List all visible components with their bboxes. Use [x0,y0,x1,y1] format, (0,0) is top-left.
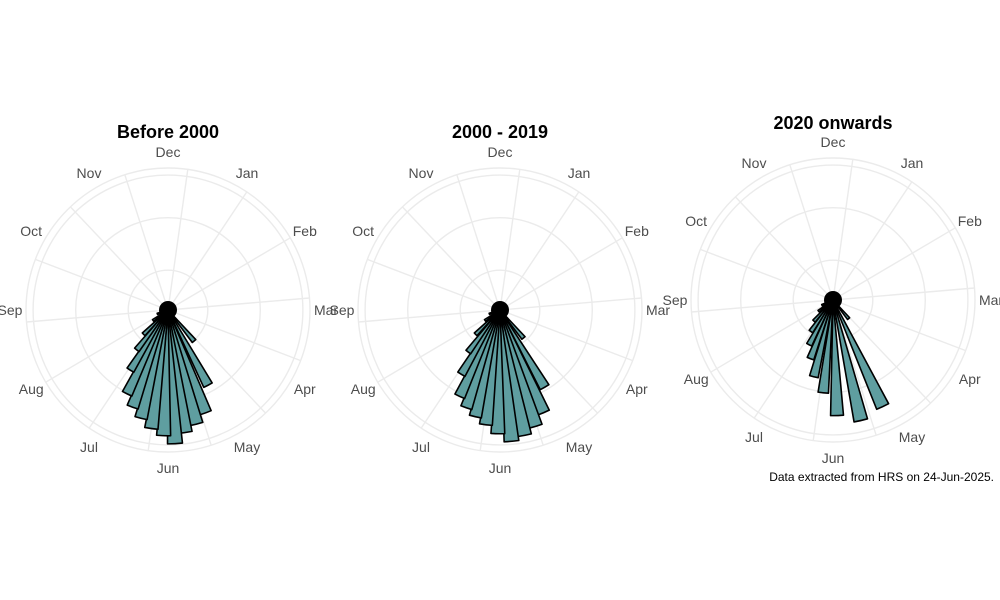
polar-bar [141,309,169,337]
month-label-feb: Feb [293,223,317,239]
polar-bar [166,309,184,445]
month-label-jun: Jun [822,450,845,466]
polar-panel-1: Jan Feb Mar Apr May Jun Jul Aug Sep Oct Nov Dec Befo… [0,122,338,476]
month-label-jul: Jul [80,439,98,455]
polar-hub [159,301,177,319]
month-label-jul: Jul [745,429,763,445]
month-label-mar: Mar [979,292,1000,308]
polar-hub [491,301,509,319]
polar-bar [167,309,197,344]
polar-bar [499,309,550,391]
polar-bar [832,299,890,411]
grid-spoke [35,258,169,311]
grid-spoke [401,206,501,311]
grid-spoke [499,191,580,311]
month-label-nov: Nov [77,165,102,181]
grid-spoke [499,309,633,362]
month-label-mar: Mar [314,302,338,318]
month-label-oct: Oct [352,223,374,239]
grid-ring [25,167,311,453]
grid-ring [364,174,636,446]
month-label-dec: Dec [156,144,181,160]
month-label-apr: Apr [626,381,648,397]
grid-spoke [832,287,975,301]
month-label-may: May [566,439,592,455]
grid-spoke [167,297,310,311]
grid-ring [32,174,304,446]
month-label-sep: Sep [663,292,688,308]
grid-spoke [45,309,169,383]
grid-spoke [832,159,854,301]
grid-spoke [377,309,501,383]
month-label-jan: Jan [568,165,591,181]
grid-spoke [167,191,248,311]
month-label-sep: Sep [330,302,355,318]
polar-bar [499,309,526,341]
polar-bar [167,309,213,389]
month-label-apr: Apr [294,381,316,397]
month-label-jul: Jul [412,439,430,455]
month-label-aug: Aug [19,381,44,397]
grid-spoke [710,299,834,373]
month-label-dec: Dec [488,144,513,160]
panel-title: 2000 - 2019 [452,122,548,142]
month-label-aug: Aug [351,381,376,397]
grid-spoke [789,164,834,301]
polar-bar [832,299,869,423]
grid-spoke [69,206,169,311]
grid-ring [357,167,643,453]
month-label-jun: Jun [489,460,512,476]
month-label-mar: Mar [646,302,670,318]
grid-spoke [499,297,642,311]
month-label-oct: Oct [685,213,707,229]
grid-ring [697,164,969,436]
month-label-oct: Oct [20,223,42,239]
month-label-jan: Jan [901,155,924,171]
grid-spoke [499,237,623,311]
grid-spoke [700,248,834,301]
month-label-aug: Aug [684,371,709,387]
grid-spoke [499,169,521,311]
month-label-sep: Sep [0,302,23,318]
polar-bar [473,309,501,337]
panel-title: 2020 onwards [773,113,892,133]
grid-spoke [367,258,501,311]
grid-spoke [456,174,501,311]
grid-spoke [832,299,966,352]
grid-spoke [358,309,501,323]
month-label-may: May [899,429,925,445]
month-label-apr: Apr [959,371,981,387]
grid-spoke [26,309,169,323]
month-label-feb: Feb [625,223,649,239]
grid-spoke [167,237,291,311]
month-label-nov: Nov [409,165,434,181]
grid-spoke [124,174,169,311]
month-label-dec: Dec [821,134,846,150]
polar-panel-2: Jan Feb Mar Apr May Jun Jul Aug Sep Oct Nov Dec 2000… [330,122,671,476]
grid-spoke [832,181,913,301]
polar-hub [824,291,842,309]
grid-spoke [832,227,956,301]
grid-spoke [167,309,301,362]
polar-bar [499,309,520,443]
data-source-caption: Data extracted from HRS on 24-Jun-2025. [769,470,994,484]
grid-ring [690,157,976,443]
month-label-nov: Nov [742,155,767,171]
grid-spoke [691,299,834,313]
polar-bar [829,299,845,417]
month-label-may: May [234,439,260,455]
panel-title: Before 2000 [117,122,219,142]
grid-spoke [734,196,834,301]
polar-panel-3: Jan Feb Mar Apr May Jun Jul Aug Sep Oct Nov Dec2020… [663,113,1000,466]
month-label-jan: Jan [236,165,259,181]
month-label-jun: Jun [157,460,180,476]
grid-spoke [167,169,189,311]
month-label-feb: Feb [958,213,982,229]
polar-bar [465,309,501,355]
